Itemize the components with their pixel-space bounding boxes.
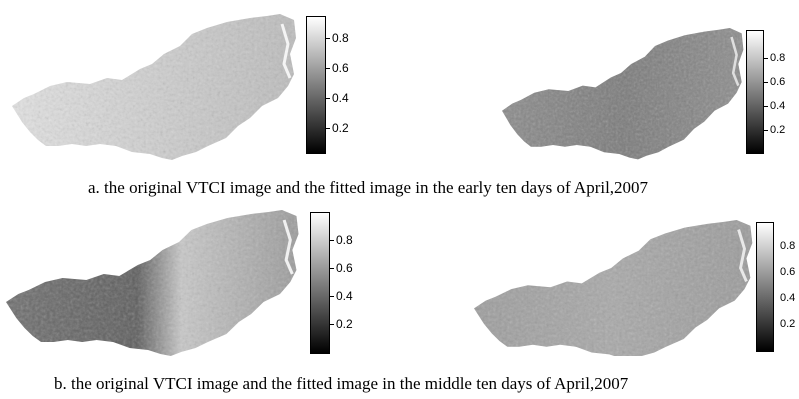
tick-label: 0.6 [780,266,796,278]
tick-label: 0.4 [780,292,796,304]
caption-a: a. the original VTCI image and the fitte… [88,178,649,197]
panel-b-fitted [466,216,756,356]
colorbar-a-fitted [746,30,764,154]
tick-label: 0.4 [330,289,353,303]
colorbar-a-original [306,16,326,154]
colorbar-b-fitted [756,222,774,352]
tick-label: 0.8 [780,240,796,252]
colorbar-ticks-b-fitted: 0.8 0.6 0.4 0.2 [780,222,799,352]
tick-label: 0.4 [763,100,786,112]
vtci-map-b-fitted [474,220,753,356]
colorbar-ticks-b-original: 0.8 0.6 0.4 0.2 [330,212,376,354]
tick-label: 0.8 [763,52,786,64]
caption-b: b. the original VTCI image and the fitte… [54,374,629,393]
tick-label: 0.2 [326,121,349,135]
colorbar-b-original [310,212,330,354]
tick-label: 0.2 [330,317,353,331]
panel-a-original [6,10,306,160]
vtci-map-b-original [6,210,299,356]
tick-label: 0.6 [763,76,786,88]
tick-label: 0.8 [326,31,349,45]
tick-label: 0.2 [780,318,796,330]
colorbar-ticks-a-original: 0.8 0.6 0.4 0.2 [326,16,372,154]
tick-label: 0.6 [330,261,353,275]
panel-b-original [4,206,309,356]
colorbar-ticks-a-fitted: 0.8 0.6 0.4 0.2 [763,30,799,154]
vtci-map-a-fitted [502,28,744,160]
tick-label: 0.4 [326,91,349,105]
vtci-map-a-original [12,14,296,160]
tick-label: 0.6 [326,61,349,75]
tick-label: 0.8 [330,233,353,247]
tick-label: 0.2 [763,124,786,136]
panel-a-fitted [472,24,752,164]
